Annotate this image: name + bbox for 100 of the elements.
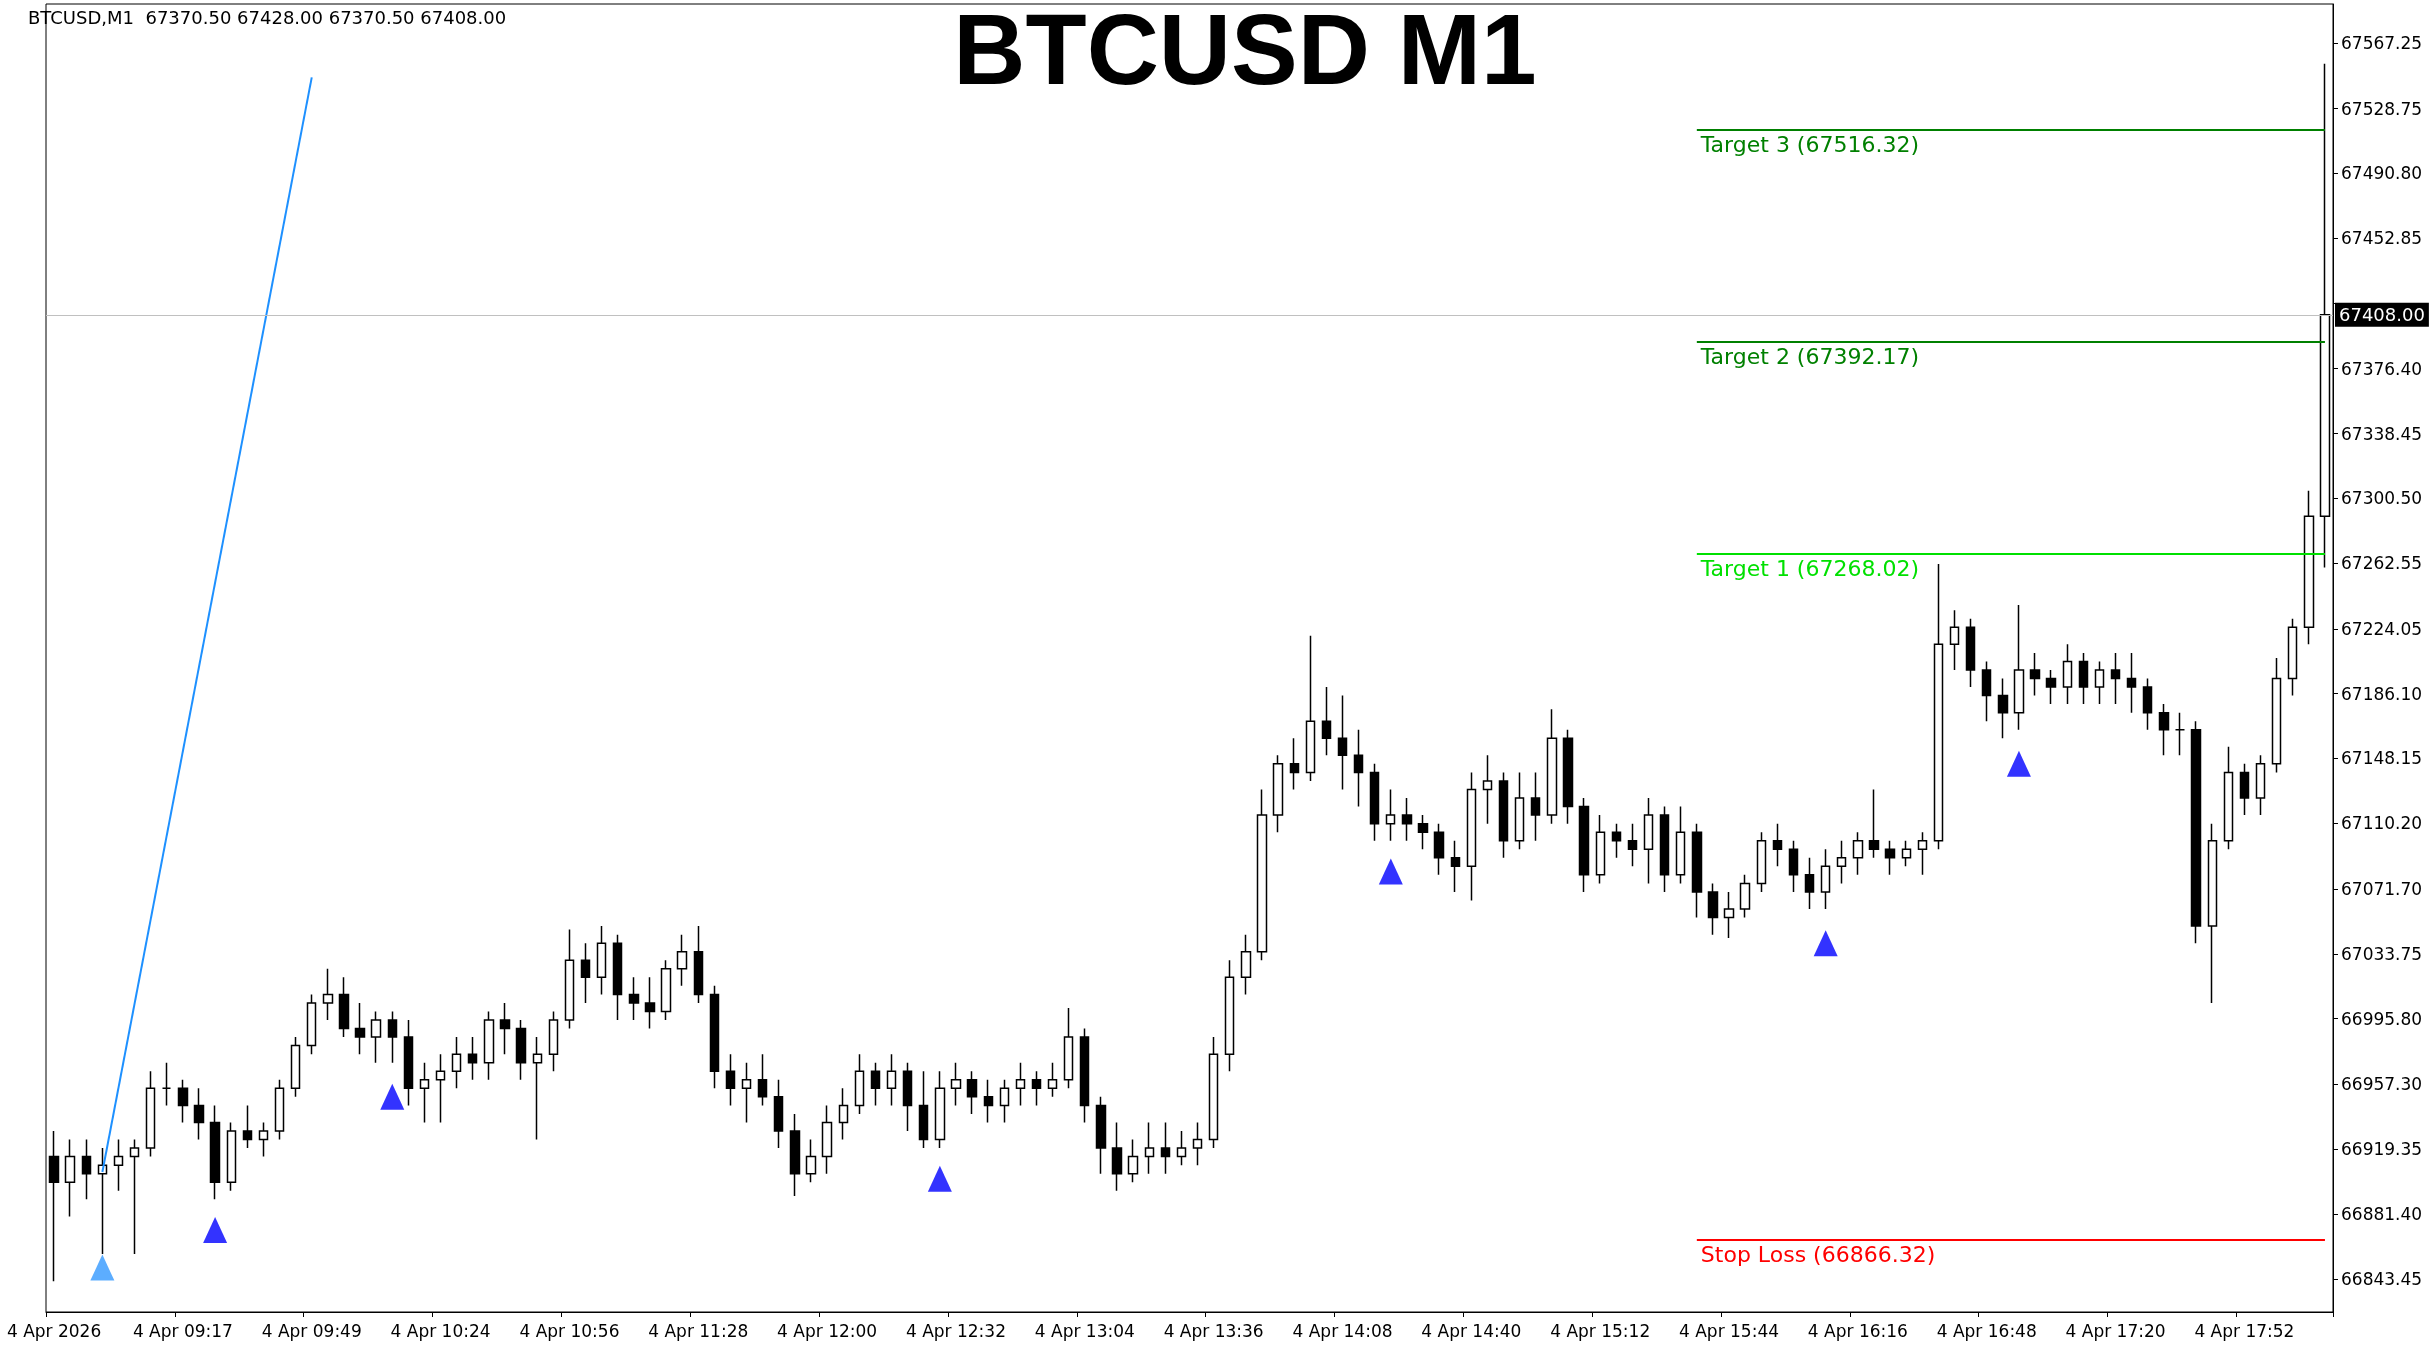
y-tick-label: 67338.45: [2341, 423, 2423, 444]
candlestick: [773, 1079, 784, 1149]
x-tick-label: 4 Apr 17:20: [2065, 1320, 2166, 1341]
candlestick: [1450, 839, 1461, 893]
candlestick: [934, 1070, 946, 1149]
candlestick: [725, 1053, 736, 1107]
candlestick: [2142, 677, 2153, 731]
candlestick: [242, 1104, 253, 1149]
candlestick: [226, 1121, 237, 1192]
x-tick-label: 4 Apr 10:56: [519, 1320, 620, 1341]
candlestick: [1321, 686, 1332, 757]
candlestick: [2271, 657, 2282, 774]
candlestick: [1144, 1121, 1155, 1175]
candlestick: [1095, 1096, 1107, 1175]
candlestick: [467, 1036, 478, 1081]
candlestick: [290, 1036, 301, 1098]
y-tick-label: 67452.85: [2341, 228, 2423, 249]
x-tick-label: 4 Apr 13:36: [1163, 1320, 1264, 1341]
candlestick: [1047, 1061, 1058, 1098]
candlestick: [2223, 746, 2234, 850]
candlestick: [499, 1002, 511, 1055]
candlestick: [2207, 822, 2218, 1004]
candlestick: [2078, 652, 2089, 705]
y-tick-label: 67224.05: [2341, 618, 2423, 639]
x-tick-label: 4 Apr 14:40: [1421, 1320, 1522, 1341]
candlestick: [1337, 694, 1348, 791]
candlestick: [1063, 1007, 1074, 1090]
candlestick: [2255, 754, 2266, 816]
y-tick-label: 67071.70: [2341, 879, 2423, 900]
candlestick: [1917, 831, 1928, 876]
candlestick: [483, 1010, 495, 1081]
candlestick: [1482, 754, 1493, 825]
candlestick: [564, 928, 575, 1030]
candlestick: [1224, 959, 1235, 1072]
candlestick: [451, 1036, 462, 1090]
y-tick-label: 66995.80: [2341, 1008, 2423, 1029]
point: [380, 1083, 405, 1110]
y-tick-label: 67148.15: [2341, 748, 2423, 769]
candlestick: [644, 976, 656, 1030]
y-tick-label: 67110.20: [2341, 813, 2423, 834]
candlestick: [676, 933, 688, 987]
candlestick: [1981, 660, 1992, 722]
point: [2006, 750, 2031, 777]
candlestick: [918, 1070, 929, 1149]
candlestick: [64, 1138, 76, 1218]
x-tick-label: 4 Apr 2026: [6, 1320, 102, 1341]
candlestick: [1208, 1036, 1219, 1149]
y-tick-label: 67528.75: [2341, 98, 2423, 119]
x-tick-label: 4 Apr 09:49: [261, 1320, 362, 1341]
x-tick-label: 4 Apr 14:08: [1292, 1320, 1393, 1341]
point: [90, 1254, 115, 1281]
x-tick-label: 4 Apr 15:12: [1550, 1320, 1651, 1341]
x-tick-label: 4 Apr 12:00: [777, 1320, 878, 1341]
candlestick: [1901, 839, 1912, 868]
x-tick-label: 4 Apr 12:32: [905, 1320, 1006, 1341]
candlestick: [950, 1061, 962, 1107]
candlestick: [145, 1070, 156, 1158]
candlestick: [2319, 63, 2331, 569]
candlestick: [1160, 1121, 1171, 1175]
point: [203, 1217, 228, 1244]
candlestick: [1353, 728, 1364, 808]
candlestick: [306, 993, 317, 1055]
candlestick: [1272, 754, 1284, 833]
candlestick: [387, 1010, 398, 1064]
candlestick: [1385, 788, 1396, 842]
candlestick: [805, 1138, 817, 1183]
candlestick: [515, 1019, 527, 1081]
candlestick: [1611, 822, 1622, 859]
candlestick: [2045, 669, 2057, 705]
candlestick: [435, 1053, 446, 1124]
candlestick: [2094, 660, 2105, 705]
y-tick-label: 67376.40: [2341, 358, 2423, 379]
candlestick: [1401, 797, 1413, 842]
candlestick: [532, 1036, 543, 1141]
candlestick: [161, 1061, 172, 1107]
y-tick-label: 67033.75: [2341, 943, 2423, 964]
point: [1378, 858, 1403, 885]
chart-title: BTCUSD M1: [953, 0, 1537, 105]
ref-line-label: 67408.00: [2339, 304, 2425, 326]
candlestick: [258, 1121, 269, 1158]
candlestick: [2029, 652, 2041, 697]
candlestick: [838, 1087, 849, 1141]
candlestick: [693, 925, 704, 1004]
y-tick-label: 67490.80: [2341, 163, 2423, 184]
candlestick: [129, 1138, 140, 1255]
candlestick: [1498, 771, 1509, 859]
candlestick: [1079, 1027, 1090, 1124]
candlestick: [757, 1053, 768, 1107]
y-tick-label: 67262.55: [2341, 553, 2423, 574]
y-tick-label: 66843.45: [2341, 1268, 2423, 1289]
x-tick-label: 4 Apr 15:44: [1679, 1320, 1780, 1341]
candlestick: [1192, 1121, 1203, 1166]
y-tick-label: 67567.25: [2341, 32, 2423, 53]
candlestick: [596, 925, 607, 996]
candlestick: [870, 1061, 881, 1107]
y-tick-label: 66919.35: [2341, 1139, 2423, 1160]
candlestick: [1723, 891, 1735, 939]
candlestick: [113, 1138, 124, 1192]
candlestick: [2174, 711, 2186, 757]
candlestick: [1852, 831, 1864, 876]
